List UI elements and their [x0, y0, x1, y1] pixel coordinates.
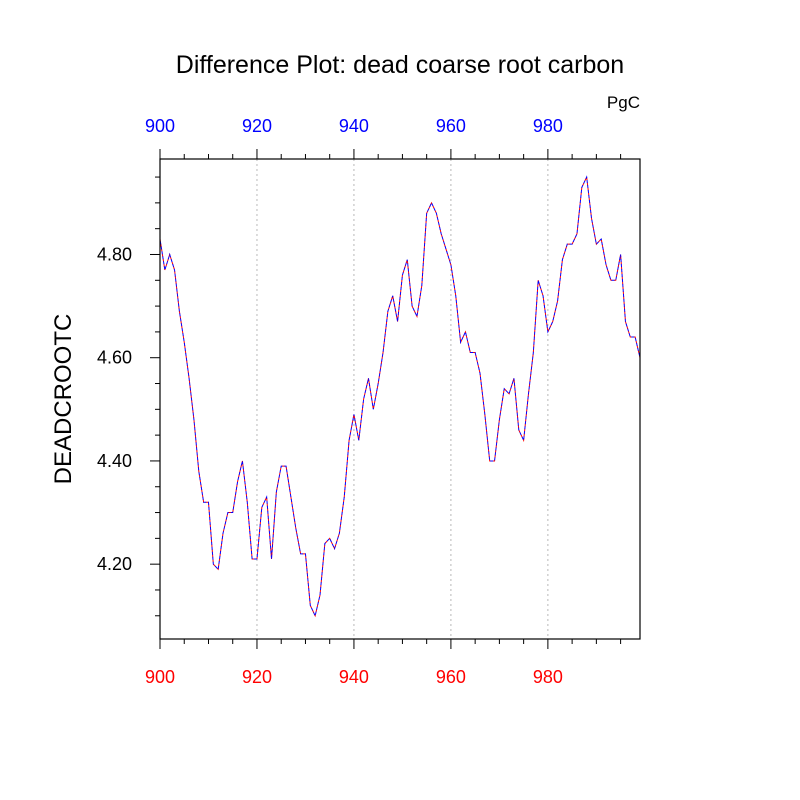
- y-axis-label: DEADCROOTC: [50, 314, 77, 485]
- x-tick-label-top: 960: [436, 116, 466, 136]
- data-series: [159, 175, 641, 618]
- y-tick-label: 4.20: [97, 554, 132, 574]
- x-tick-label-bottom: 900: [145, 667, 175, 687]
- x-tick-label-top: 940: [339, 116, 369, 136]
- axis-ticks: [150, 149, 622, 649]
- y-tick-label: 4.80: [97, 244, 132, 264]
- grid-lines: [256, 159, 549, 639]
- x-tick-label-top: 900: [145, 116, 175, 136]
- x-tick-label-top: 980: [533, 116, 563, 136]
- y-tick-label: 4.40: [97, 451, 132, 471]
- series-line-b: [159, 175, 641, 618]
- y-tick-label: 4.60: [97, 348, 132, 368]
- x-tick-label-bottom: 940: [339, 667, 369, 687]
- x-tick-label-top: 920: [242, 116, 272, 136]
- tick-labels: 900 900 920 920 940 940 960 960 980 980 4.20 4.40 4.…: [97, 116, 563, 687]
- x-tick-label-bottom: 980: [533, 667, 563, 687]
- x-tick-label-bottom: 920: [242, 667, 272, 687]
- series-line-a: [159, 175, 641, 618]
- plot-frame: [159, 158, 641, 640]
- x-tick-label-bottom: 960: [436, 667, 466, 687]
- units-label: PgC: [607, 93, 640, 112]
- chart-title: Difference Plot: dead coarse root carbon: [176, 51, 624, 79]
